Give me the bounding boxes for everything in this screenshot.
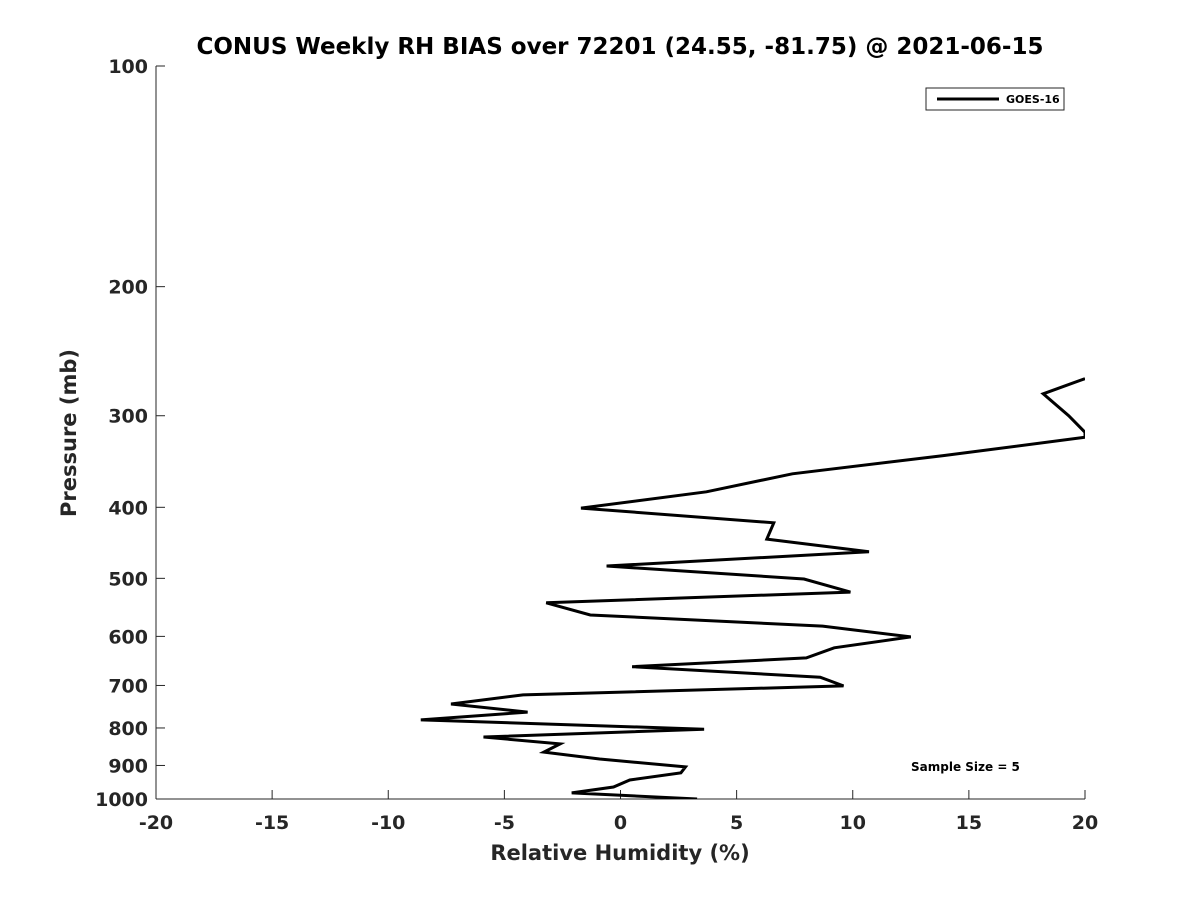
x-axis-label: Relative Humidity (%) (490, 841, 749, 865)
x-tick-label: 5 (730, 812, 743, 834)
series-line-goes16 (420, 377, 1085, 799)
y-tick-label: 700 (108, 675, 148, 697)
legend: GOES-16 (925, 87, 1065, 111)
y-tick-label: 400 (108, 497, 148, 519)
y-axis-label: Pressure (mb) (57, 349, 81, 517)
x-tick-label: -15 (255, 812, 289, 834)
y-tick-label: 200 (108, 277, 148, 299)
x-tick-label: 20 (1072, 812, 1098, 834)
x-tick-label: 10 (840, 812, 866, 834)
y-tick-label: 300 (108, 406, 148, 428)
y-tick-label: 1000 (95, 789, 148, 811)
y-tick-label: 600 (108, 626, 148, 648)
x-tick-label: -10 (371, 812, 405, 834)
x-tick-label: -20 (139, 812, 173, 834)
x-tick-label: 15 (956, 812, 982, 834)
y-tick-label: 100 (108, 56, 148, 78)
y-tick-label: 500 (108, 568, 148, 590)
x-tick-label: 0 (614, 812, 627, 834)
x-tick-label: -5 (494, 812, 515, 834)
series-layer (420, 377, 1085, 799)
chart-title: CONUS Weekly RH BIAS over 72201 (24.55, … (196, 34, 1043, 60)
legend-label-goes16: GOES-16 (1006, 93, 1060, 106)
sample-size-annotation: Sample Size = 5 (911, 760, 1020, 774)
y-tick-label: 900 (108, 755, 148, 777)
axes: -20 -15 -10 -5 0 5 10 15 20 100 200 300 400 500 600 700… (95, 56, 1098, 834)
y-tick-label: 800 (108, 718, 148, 740)
